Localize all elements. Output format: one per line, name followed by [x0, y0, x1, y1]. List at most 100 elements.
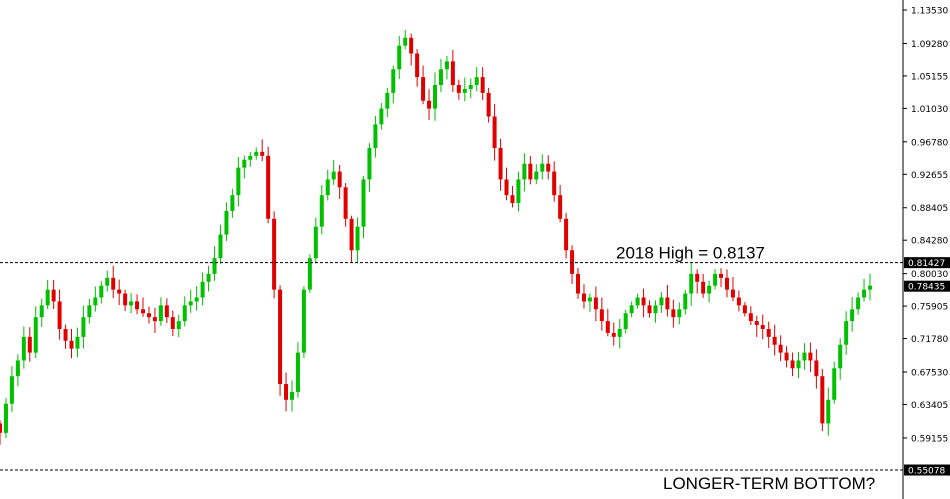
- candle: [57, 289, 62, 340]
- candle-body: [516, 179, 521, 204]
- candle-body: [57, 301, 62, 329]
- candle: [784, 346, 789, 368]
- candle-body: [158, 305, 163, 322]
- candle: [790, 352, 795, 377]
- candle-body: [814, 360, 819, 377]
- candle-body: [164, 305, 169, 318]
- annotation-longer-term-bottom: LONGER-TERM BOTTOM?: [663, 474, 875, 493]
- candle-body: [641, 297, 646, 306]
- candle: [343, 183, 348, 227]
- candle: [641, 288, 646, 318]
- candle: [158, 297, 163, 326]
- current-price-label: 0.78435: [908, 283, 945, 293]
- candle-body: [713, 273, 718, 286]
- candle-body: [587, 297, 592, 302]
- candle: [385, 87, 390, 118]
- candle: [325, 169, 330, 201]
- candle: [665, 284, 670, 317]
- candle-body: [111, 277, 116, 290]
- candle: [546, 155, 551, 180]
- candle: [379, 102, 384, 130]
- candle-body: [558, 195, 563, 219]
- candle: [462, 77, 467, 102]
- candle-body: [224, 210, 229, 235]
- level-price-tag: [904, 464, 950, 476]
- candle-body: [331, 171, 336, 180]
- candle: [659, 292, 664, 313]
- candle: [754, 315, 759, 337]
- candle-body: [766, 328, 771, 337]
- candle: [605, 308, 610, 337]
- price-tags: 0.81427 0.55078 0.78435: [904, 257, 950, 477]
- candle: [480, 67, 485, 101]
- y-tick-label: 0.67530: [911, 369, 948, 379]
- candle-body: [790, 360, 795, 369]
- y-tick-label: 0.63405: [911, 401, 948, 411]
- candle-body: [796, 360, 801, 369]
- candle-body: [325, 179, 330, 196]
- candle: [111, 265, 116, 299]
- candle-body: [599, 309, 604, 322]
- candle-body: [45, 289, 50, 306]
- candle: [331, 160, 336, 185]
- candle-body: [683, 293, 688, 310]
- candle: [15, 354, 20, 387]
- candle-body: [87, 305, 92, 318]
- candle: [826, 387, 831, 436]
- candle-body: [427, 100, 432, 109]
- candle: [63, 324, 68, 349]
- candle: [200, 272, 205, 306]
- candle-body: [260, 151, 265, 156]
- candle: [69, 328, 74, 359]
- candle-body: [784, 352, 789, 361]
- candle-body: [748, 313, 753, 322]
- candle-body: [528, 163, 533, 180]
- candle: [730, 277, 735, 302]
- candle-body: [200, 281, 205, 298]
- candle: [766, 321, 771, 349]
- candle: [456, 79, 461, 100]
- candle: [498, 138, 503, 191]
- candle: [617, 318, 622, 349]
- candle: [587, 293, 592, 312]
- candle: [230, 188, 235, 218]
- candle-body: [409, 37, 414, 54]
- candle: [677, 302, 682, 325]
- candle: [689, 263, 694, 306]
- candle: [218, 224, 223, 264]
- candle-body: [218, 234, 223, 259]
- candle-body: [707, 285, 712, 294]
- candle: [319, 185, 324, 235]
- candle-body: [635, 297, 640, 306]
- candle: [850, 297, 855, 332]
- candle-body: [456, 85, 461, 93]
- candle: [146, 306, 151, 324]
- candle-body: [349, 218, 354, 251]
- candle-body: [623, 313, 628, 329]
- candle-body: [289, 391, 294, 400]
- candle-body: [689, 273, 694, 294]
- candle: [516, 171, 521, 212]
- candle-body: [188, 301, 193, 306]
- candle-body: [75, 336, 80, 349]
- candle-body: [135, 301, 140, 310]
- candle: [176, 314, 181, 338]
- candle: [397, 35, 402, 80]
- candle-body: [677, 309, 682, 318]
- candle-body: [522, 163, 527, 180]
- candle-body: [564, 218, 569, 251]
- candle-body: [403, 37, 408, 46]
- candle-body: [462, 88, 467, 93]
- candle: [301, 286, 306, 359]
- candle: [141, 297, 146, 317]
- candle: [474, 67, 479, 92]
- candle: [707, 280, 712, 303]
- candle-body: [730, 289, 735, 298]
- candle-body: [39, 305, 44, 318]
- candle: [75, 327, 80, 358]
- candle: [123, 289, 128, 312]
- candle: [570, 245, 575, 284]
- y-tick-label: 1.09280: [911, 40, 948, 50]
